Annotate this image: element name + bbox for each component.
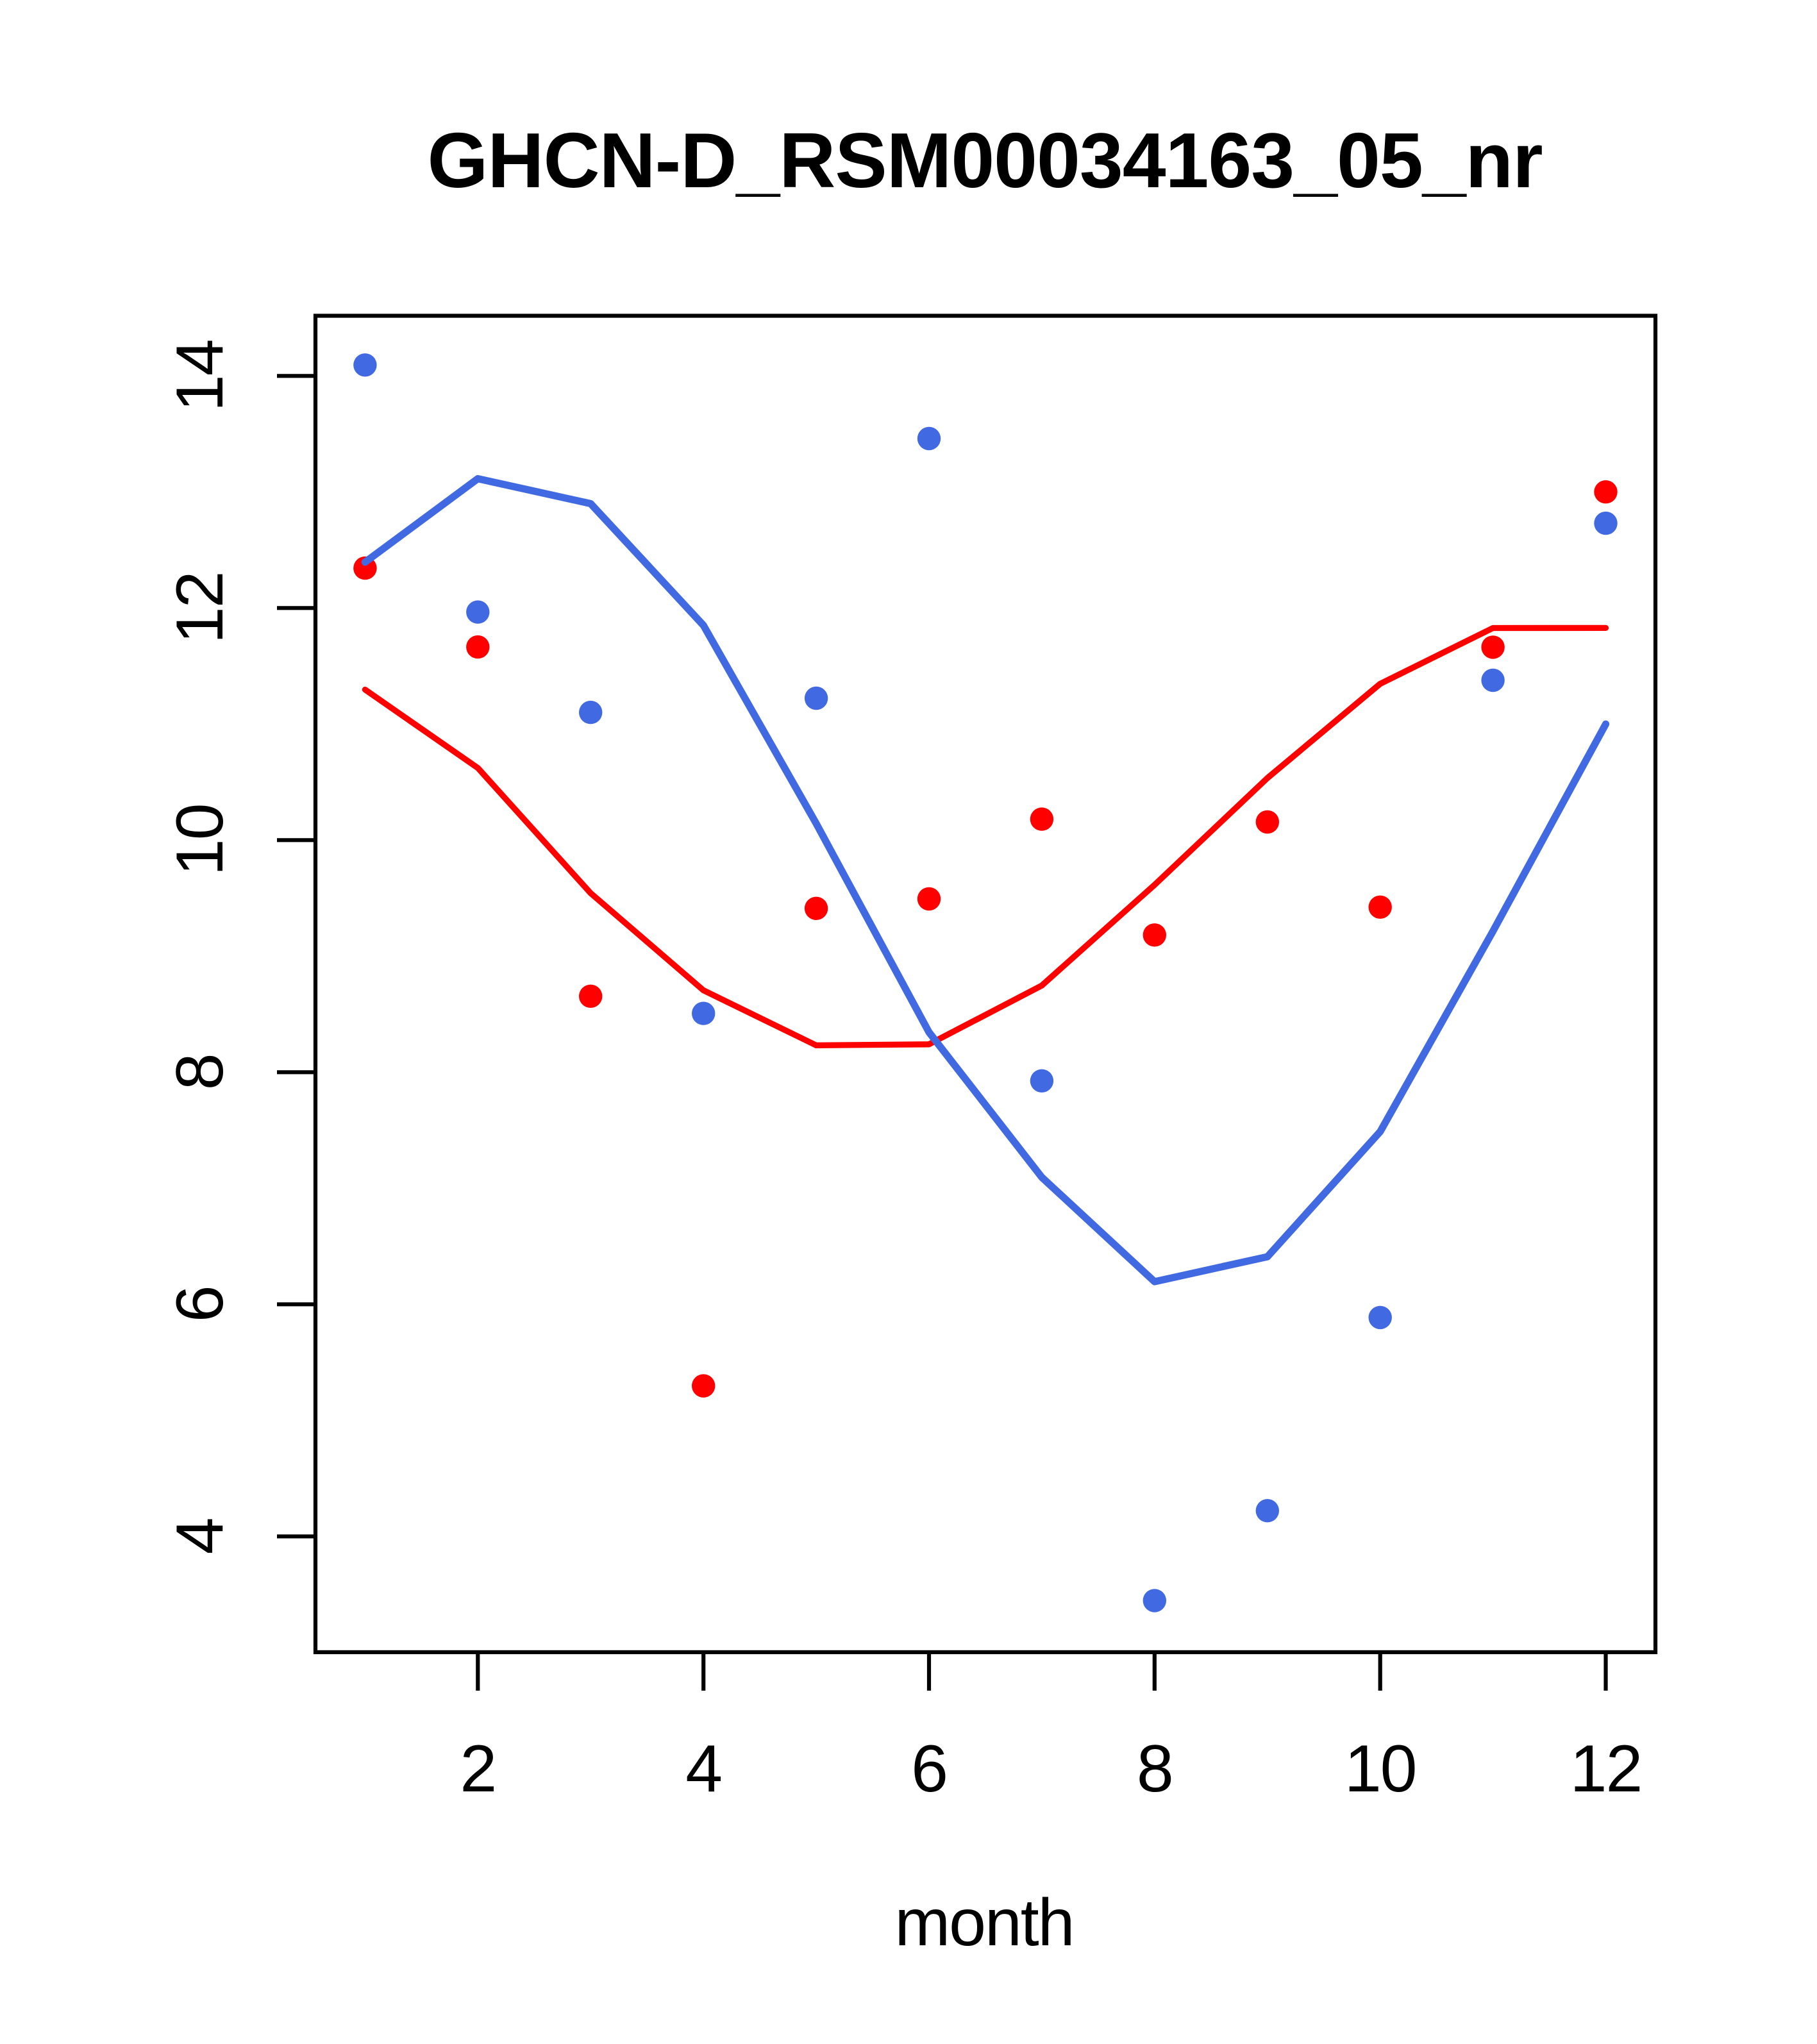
svg-text:6: 6 [911,1732,947,1806]
svg-text:4: 4 [685,1732,721,1806]
svg-text:10: 10 [1344,1732,1416,1806]
svg-text:14: 14 [163,340,237,412]
svg-text:12: 12 [163,572,237,644]
svg-text:GHCN-D_RSM00034163_05_nr: GHCN-D_RSM00034163_05_nr [427,117,1542,204]
svg-text:10: 10 [163,804,237,876]
svg-text:6: 6 [163,1286,237,1322]
svg-text:8: 8 [1137,1732,1173,1806]
svg-text:month: month [894,1886,1073,1960]
svg-text:12: 12 [1570,1732,1642,1806]
svg-text:8: 8 [163,1054,237,1090]
svg-text:4: 4 [163,1518,237,1554]
svg-text:2: 2 [460,1732,496,1806]
